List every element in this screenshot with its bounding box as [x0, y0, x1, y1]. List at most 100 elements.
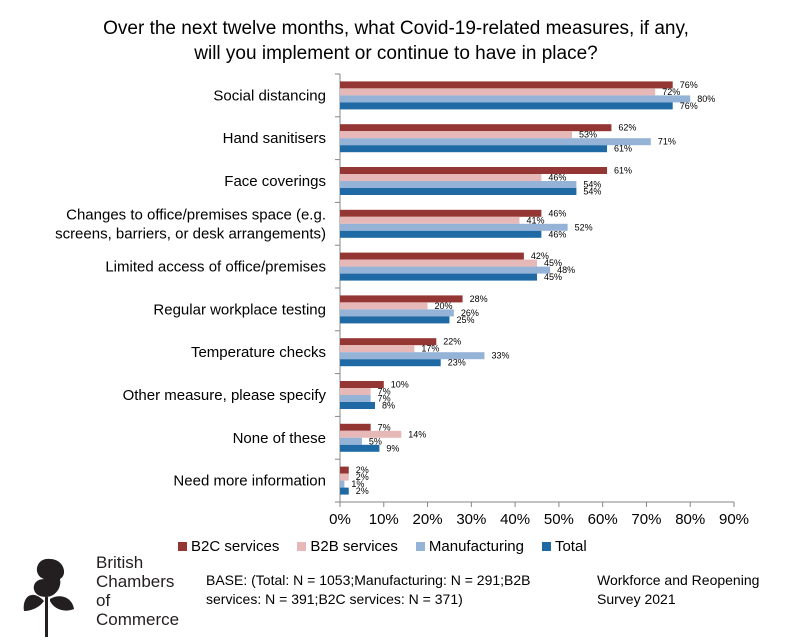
bar-total: [340, 188, 577, 195]
data-label: 76%: [680, 101, 698, 111]
x-tick-label: 40%: [500, 511, 530, 528]
legend-label-manufacturing: Manufacturing: [428, 538, 524, 555]
legend-label-total: Total: [554, 538, 587, 555]
data-label: 14%: [408, 429, 426, 439]
data-label: 7%: [378, 422, 391, 432]
bar-total: [340, 359, 441, 367]
bcc-logo-icon: [23, 558, 74, 637]
data-label: 2%: [356, 486, 369, 496]
bar-b2b-services: [340, 88, 656, 96]
category-label: Regular workplace testing: [153, 301, 326, 318]
bar-total: [340, 102, 673, 110]
x-tick-label: 50%: [544, 511, 574, 528]
chart-title: Over the next twelve months, what Covid-…: [0, 16, 792, 66]
bar-b2c-services: [340, 252, 524, 260]
data-label: 46%: [548, 173, 566, 183]
data-label: 33%: [491, 351, 509, 361]
legend-swatch-total: [541, 542, 551, 551]
bar-b2c-services: [340, 167, 608, 174]
category-label: Limited access of office/premises: [105, 259, 326, 276]
data-label: 26%: [461, 308, 479, 318]
legend-swatch-b2b: [297, 542, 307, 551]
category-label: screens, barriers, or desk arrangements): [55, 225, 326, 242]
bar-total: [340, 402, 376, 409]
data-label: 53%: [579, 130, 597, 140]
bcc-logo-text: British Chambers of Commerce: [96, 553, 190, 629]
bcc-logo-line3: Commerce: [96, 610, 180, 629]
category-label: None of these: [233, 430, 326, 447]
chart-title-line2: will you implement or continue to have i…: [194, 43, 598, 64]
bar-b2b-services: [340, 259, 537, 267]
bar-total: [340, 230, 542, 238]
data-label: 25%: [456, 315, 474, 325]
x-tick-label: 90%: [719, 511, 749, 528]
legend-swatch-manufacturing: [415, 542, 425, 551]
bar-b2c-services: [340, 295, 463, 303]
bar-manufacturing: [340, 480, 345, 488]
data-label: 61%: [614, 166, 632, 176]
category-label: Social distancing: [213, 87, 326, 104]
data-label: 7%: [378, 394, 391, 404]
bar-manufacturing: [340, 138, 651, 146]
bar-total: [340, 273, 537, 281]
category-label: Other measure, please specify: [123, 387, 327, 404]
data-label: 46%: [548, 229, 566, 239]
bcc-logo-line2: Chambers of: [96, 572, 175, 610]
bar-b2b-services: [340, 302, 428, 310]
data-label: 20%: [435, 301, 453, 311]
bcc-logo: British Chambers of Commerce: [20, 553, 190, 639]
x-tick-label: 0%: [329, 511, 351, 528]
data-label: 61%: [614, 144, 632, 154]
bar-total: [340, 145, 608, 153]
data-label: 42%: [531, 251, 549, 261]
bar-manufacturing: [340, 181, 577, 188]
bar-b2c-services: [340, 423, 371, 431]
legend-swatch-b2c: [178, 542, 187, 551]
x-tick-label: 30%: [456, 511, 486, 528]
data-label: 1%: [351, 479, 364, 489]
bar-b2c-services: [340, 124, 612, 132]
x-tick-label: 10%: [369, 511, 399, 528]
legend-item-total: Total: [541, 538, 587, 555]
data-label: 23%: [448, 358, 466, 368]
data-label: 9%: [386, 443, 399, 453]
bar-b2b-services: [340, 174, 542, 181]
data-label: 45%: [544, 258, 562, 268]
legend-item-b2b: B2B services: [297, 538, 398, 555]
bar-total: [340, 487, 349, 495]
data-label: 17%: [421, 344, 439, 354]
bar-b2c-services: [340, 381, 384, 388]
survey-name: Workforce and Reopening Survey 2021: [597, 572, 760, 607]
x-tick-label: 60%: [588, 511, 618, 528]
x-tick-label: 80%: [675, 511, 705, 528]
data-label: 22%: [443, 337, 461, 347]
bar-b2c-services: [340, 338, 437, 346]
base-note: BASE: (Total: N = 1053;Manufacturing: N …: [206, 572, 531, 607]
bar-manufacturing: [340, 352, 485, 360]
bar-manufacturing: [340, 309, 454, 317]
bcc-logo-line1: British: [96, 553, 144, 572]
legend-item-manufacturing: Manufacturing: [415, 538, 524, 555]
legend-label-b2b: B2B services: [310, 538, 398, 555]
legend-label-b2c: B2C services: [191, 538, 280, 555]
bar-b2c-services: [340, 466, 349, 474]
bar-manufacturing: [340, 437, 362, 445]
bar-manufacturing: [340, 266, 551, 274]
data-label: 48%: [557, 265, 575, 275]
data-label: 54%: [583, 187, 601, 197]
bar-b2b-services: [340, 345, 415, 353]
data-label: 71%: [658, 137, 676, 147]
chart-title-line1: Over the next twelve months, what Covid-…: [103, 18, 689, 39]
data-label: 62%: [618, 123, 636, 133]
data-label: 52%: [575, 222, 593, 232]
bar-b2b-services: [340, 430, 402, 438]
bar-b2c-services: [340, 209, 542, 217]
legend-item-b2c: B2C services: [178, 538, 279, 555]
category-label: Need more information: [173, 473, 326, 490]
data-label: 54%: [583, 180, 601, 190]
data-label: 10%: [391, 380, 409, 390]
category-label: Face coverings: [224, 173, 326, 190]
bar-b2b-services: [340, 131, 573, 139]
bar-manufacturing: [340, 223, 568, 231]
